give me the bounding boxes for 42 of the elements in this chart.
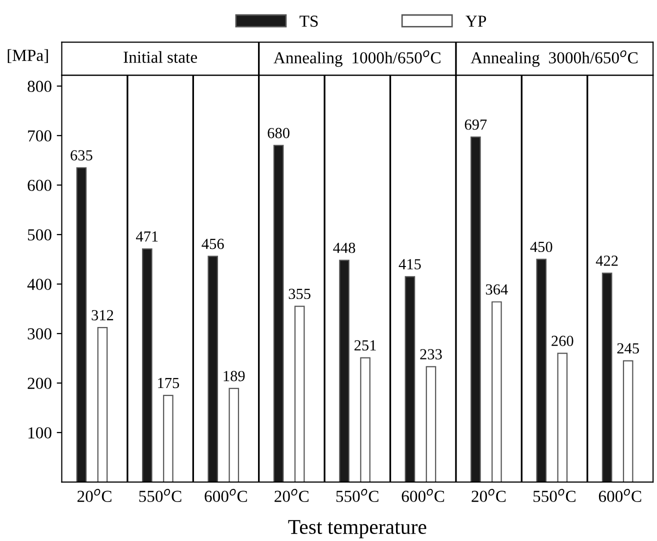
data-label: 233 <box>420 349 442 360</box>
text: Annealing 1000h/650$^{o}$C <box>274 50 440 67</box>
data-label: 680 <box>268 128 290 138</box>
y-tick-label: 100 <box>28 427 52 438</box>
data-label: 415 <box>398 259 421 270</box>
x-tick-label: 600$^{o}$C <box>204 488 247 502</box>
x-tick-label: 550$^{o}$C <box>336 488 378 502</box>
text: Annealing 3000h/650$^{o}$C <box>470 50 638 67</box>
x-tick-label: 550$^{o}$C <box>139 488 182 502</box>
x-tick-label: 550$^{o}$C <box>533 488 576 502</box>
legend-label: YP <box>466 16 486 27</box>
data-label: 245 <box>617 343 639 354</box>
x-axis-title: Test temperature <box>288 520 426 538</box>
y-tick-label: 600 <box>28 180 52 192</box>
data-label: 456 <box>202 238 224 250</box>
data-label: 450 <box>530 242 552 252</box>
data-label: 189 <box>224 370 245 382</box>
x-tick-label: 20$^{o}$C <box>472 488 506 502</box>
y-axis-title: [MPa] <box>8 49 48 64</box>
x-tick-label: 600$^{o}$C <box>402 488 444 502</box>
data-label: 635 <box>70 150 92 160</box>
data-label: 355 <box>288 288 310 300</box>
x-tick-label: 20$^{o}$C <box>78 488 112 502</box>
y-tick-label: 200 <box>28 378 52 389</box>
text: Initial state <box>124 51 197 63</box>
data-label: 260 <box>552 336 574 346</box>
data-label: 175 <box>158 378 180 388</box>
data-label: 251 <box>354 340 376 351</box>
data-label: 697 <box>464 120 487 130</box>
y-tick-label: 400 <box>27 278 52 290</box>
y-tick-label: 500 <box>28 229 52 241</box>
data-label: 471 <box>136 231 158 242</box>
y-tick-label: 300 <box>28 328 52 340</box>
data-label: 448 <box>333 242 356 254</box>
data-label: 364 <box>486 284 508 295</box>
data-label: 422 <box>596 256 618 266</box>
y-tick-label: 700 <box>28 130 52 142</box>
y-tick-label: 800 <box>28 80 52 92</box>
data-label: 312 <box>92 310 114 320</box>
x-tick-label: 20$^{o}$C <box>274 488 308 502</box>
x-tick-label: 600$^{o}$C <box>598 488 642 502</box>
legend-label: TS <box>300 16 318 27</box>
